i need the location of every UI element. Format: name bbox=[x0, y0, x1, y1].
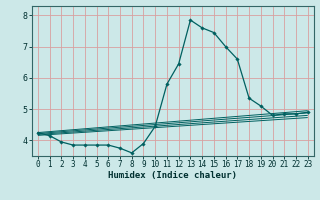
X-axis label: Humidex (Indice chaleur): Humidex (Indice chaleur) bbox=[108, 171, 237, 180]
